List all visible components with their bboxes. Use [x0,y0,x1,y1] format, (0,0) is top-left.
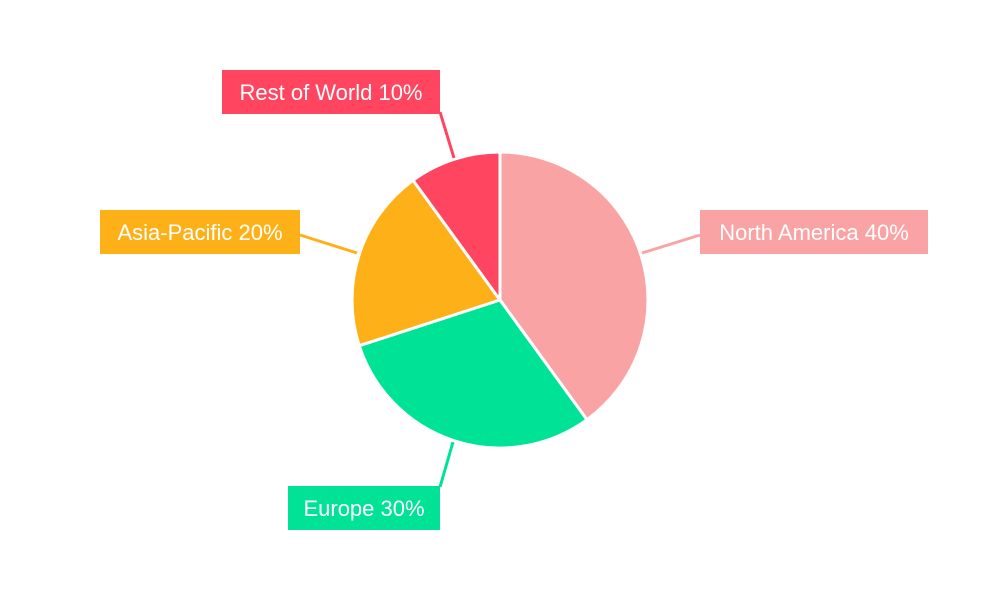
data-label-box-europe [288,486,440,530]
pie-slice-europe[interactable] [357,298,590,450]
data-label-box-asia-pacific [100,210,300,254]
leader-line-europe [438,441,455,488]
data-label-asia-pacific: Asia-Pacific 20% [117,220,282,245]
leader-line-rest-of-world [438,111,456,159]
data-label-box-rest-of-world [222,70,440,114]
pie-slice-north-america[interactable] [498,150,650,422]
leader-line-asia-pacific [299,233,358,255]
data-label-rest-of-world: Rest of World 10% [239,80,422,105]
pie-slice-asia-pacific[interactable] [350,178,503,348]
leader-line-north-america [641,233,701,255]
data-label-box-north-america [700,210,928,254]
data-label-north-america: North America 40% [719,220,909,245]
data-label-europe: Europe 30% [303,496,424,521]
pie-slice-rest-of-world[interactable] [410,150,502,305]
